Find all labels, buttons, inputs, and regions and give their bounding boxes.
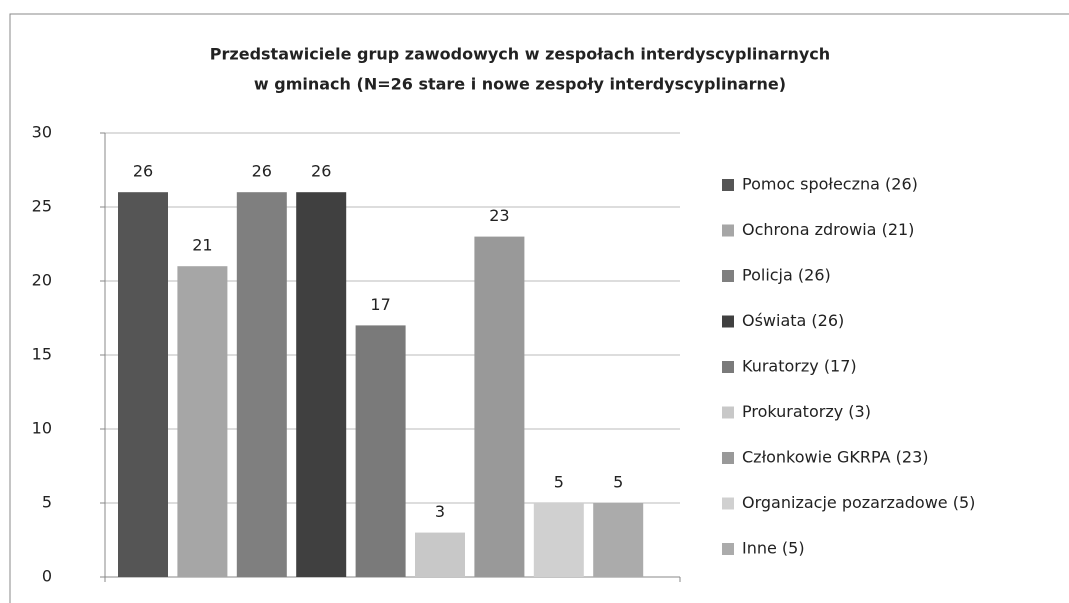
bar xyxy=(296,192,347,577)
data-label: 5 xyxy=(554,473,564,492)
legend-swatch xyxy=(722,224,734,237)
bar xyxy=(593,503,644,577)
data-label: 26 xyxy=(133,162,153,181)
y-tick-label: 5 xyxy=(42,493,52,512)
data-label: 17 xyxy=(370,295,390,314)
bar xyxy=(177,266,228,577)
bar xyxy=(533,503,584,577)
data-label: 23 xyxy=(489,206,509,225)
y-tick-label: 25 xyxy=(32,197,52,216)
legend-swatch xyxy=(722,179,734,191)
y-tick-label: 20 xyxy=(32,271,52,290)
legend-label: Kuratorzy (17) xyxy=(742,357,857,376)
legend-swatch xyxy=(722,452,734,464)
legend-swatch xyxy=(722,315,734,328)
legend-label: Organizacje pozarzadowe (5) xyxy=(742,493,975,512)
legend-label: Członkowie GKRPA (23) xyxy=(742,448,929,467)
legend-label: Oświata (26) xyxy=(742,311,844,330)
bar xyxy=(236,192,287,577)
bar xyxy=(355,325,406,577)
bar xyxy=(415,532,465,577)
legend-swatch xyxy=(722,361,734,373)
legend-swatch xyxy=(722,497,734,510)
legend-swatch xyxy=(722,543,734,555)
legend-label: Inne (5) xyxy=(742,539,805,558)
chart-title: Przedstawiciele grup zawodowych w zespoł… xyxy=(210,45,830,64)
legend-label: Pomoc społeczna (26) xyxy=(742,175,918,194)
data-label: 3 xyxy=(435,502,445,521)
data-label: 5 xyxy=(613,473,623,492)
data-label: 21 xyxy=(192,236,212,255)
legend-label: Policja (26) xyxy=(742,266,831,285)
data-label: 26 xyxy=(311,162,331,181)
y-tick-label: 30 xyxy=(32,123,52,142)
chart-title: w gminach (N=26 stare i nowe zespoły int… xyxy=(254,75,786,94)
legend-label: Ochrona zdrowia (21) xyxy=(742,220,914,239)
y-tick-label: 10 xyxy=(32,419,52,438)
legend-swatch xyxy=(722,406,734,419)
data-label: 26 xyxy=(252,162,272,181)
bar xyxy=(474,236,525,577)
legend-swatch xyxy=(722,270,734,282)
legend-label: Prokuratorzy (3) xyxy=(742,402,871,421)
y-tick-label: 15 xyxy=(32,345,52,364)
bar xyxy=(118,192,168,577)
y-tick-label: 0 xyxy=(42,567,52,586)
